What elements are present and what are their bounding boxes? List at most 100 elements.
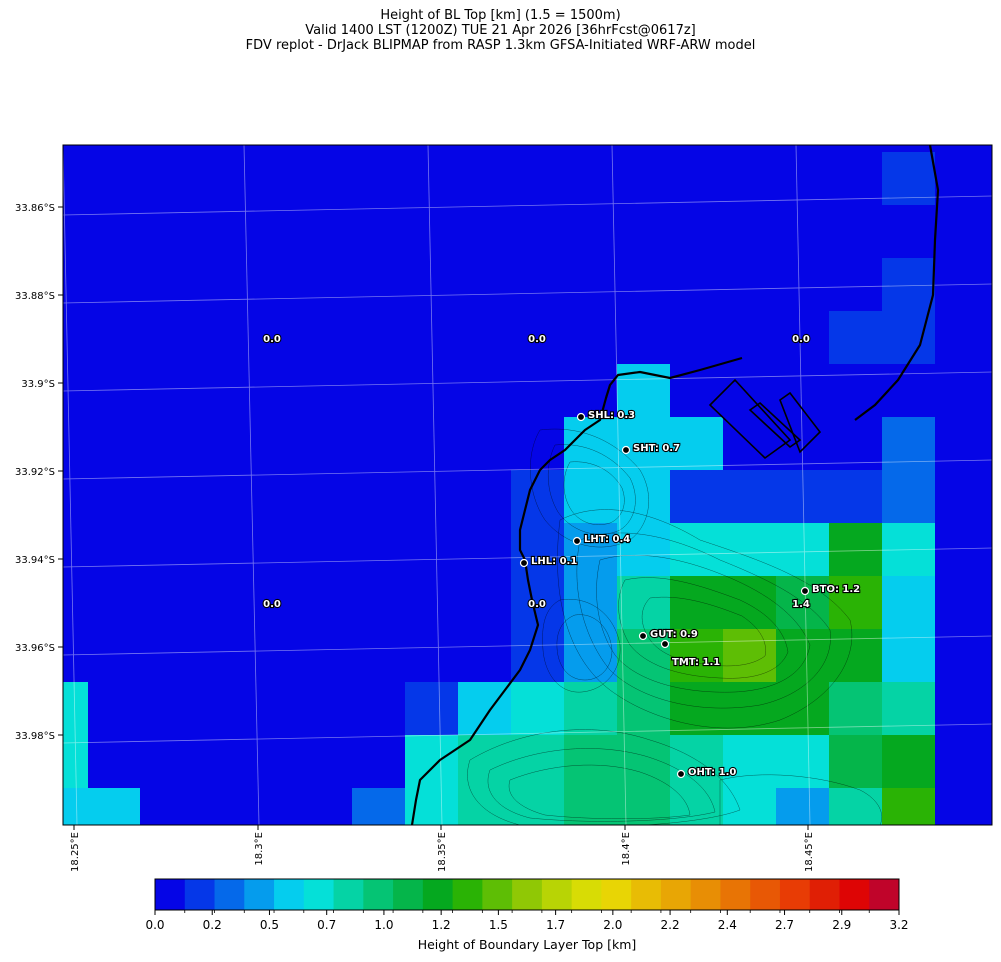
colorbar-swatch [333, 879, 364, 910]
bl-cell [564, 576, 617, 629]
bl-cell [829, 788, 882, 825]
colorbar-swatch [303, 879, 335, 910]
bl-cell [882, 258, 935, 311]
grid-value-label: 0.0 [528, 334, 546, 345]
station-label: GUT: 0.9 [650, 629, 698, 640]
colorbar-tick-label: 2.7 [775, 918, 794, 932]
longitude-gridline [427, 145, 443, 825]
colorbar-swatch [512, 879, 543, 910]
bl-cell [776, 523, 829, 576]
latitude-tick-label: 33.92°S [15, 467, 55, 478]
bl-cell [670, 788, 723, 825]
bl-cell [88, 788, 140, 825]
bl-cell [723, 470, 776, 523]
bl-cell [511, 629, 564, 682]
colorbar-title: Height of Boundary Layer Top [km] [418, 937, 637, 952]
bl-cell [63, 682, 88, 735]
colorbar: 0.0 0.2 0.5 0.7 1.0 1.2 1.5 1.7 2.0 2.2 2.4 2.7 2.9 3… [145, 878, 909, 952]
station-marker [621, 445, 631, 455]
grid-value-label: 0.0 [263, 334, 281, 345]
colorbar-swatch [452, 879, 483, 910]
colorbar-tick-label: 1.5 [489, 918, 508, 932]
bl-cell [511, 470, 564, 523]
longitude-tick-label: 18.25°E [70, 832, 81, 872]
bl-cell [511, 682, 564, 735]
longitude-gridline [63, 145, 78, 825]
bl-cell [882, 152, 935, 205]
bl-cell [829, 576, 882, 629]
map-area: 0.0 0.0 0.0 0.0 0.0 1.4 SHL: 0.3 SHT: 0.7 LHT: … [63, 145, 992, 825]
bl-cell [63, 788, 88, 825]
bl-cell [829, 629, 882, 682]
bl-cell [405, 735, 458, 788]
colorbar-swatch [184, 879, 216, 910]
station-label: BTO: 1.2 [812, 584, 860, 595]
bl-cell [776, 576, 829, 629]
colorbar-tick-label: 0.7 [317, 918, 336, 932]
colorbar-tick-label: 2.4 [718, 918, 737, 932]
bl-cell [670, 576, 723, 629]
longitude-gridline [243, 145, 260, 825]
colorbar-tick-label: 1.2 [432, 918, 451, 932]
colorbar-swatch [155, 879, 186, 910]
station-marker [676, 769, 686, 779]
grid-value-labels: 0.0 0.0 0.0 0.0 0.0 1.4 [262, 333, 811, 611]
latitude-tick-label: 33.88°S [15, 291, 55, 302]
bl-cell [511, 788, 564, 825]
colorbar-swatch [214, 879, 245, 910]
bl-cell [63, 735, 88, 788]
bl-cell [405, 682, 458, 735]
bl-cell [458, 682, 511, 735]
colorbar-tick-label: 0.0 [145, 918, 164, 932]
title-line-3: FDV replot - DrJack BLIPMAP from RASP 1.… [245, 38, 756, 53]
colorbar-swatch [571, 879, 602, 910]
graticule [63, 145, 992, 825]
colorbar-swatch [363, 879, 394, 910]
station-label: OHT: 1.0 [688, 767, 736, 778]
longitude-axis: 18.25°E 18.3°E 18.35°E 18.4°E 18.45°E [70, 825, 815, 872]
bl-cell [776, 788, 829, 825]
bl-cell [723, 523, 776, 576]
bl-cell [723, 735, 776, 788]
latitude-gridline [63, 547, 992, 568]
chart-title-block: Height of BL Top [km] (1.5 = 1500m) Vali… [0, 8, 1001, 53]
bl-cell [617, 576, 670, 629]
colorbar-swatch [244, 879, 275, 910]
colorbar-tick-label: 0.5 [260, 918, 279, 932]
bl-cell [564, 470, 617, 523]
bl-cell [723, 788, 776, 825]
bl-cell [564, 682, 617, 735]
bl-cell [882, 735, 935, 788]
grid-value-label: 0.0 [792, 334, 810, 345]
bl-cell [882, 417, 935, 470]
bl-cell [670, 629, 723, 682]
title-line-2: Valid 1400 LST (1200Z) TUE 21 Apr 2026 [… [305, 23, 696, 38]
latitude-tick-label: 33.86°S [15, 203, 55, 214]
latitude-tick-label: 33.94°S [15, 555, 55, 566]
terrain-contours [467, 428, 883, 825]
bl-cell [829, 682, 882, 735]
station-label: SHL: 0.3 [588, 410, 635, 421]
colorbar-tick-label: 2.0 [603, 918, 622, 932]
bl-cell [776, 735, 829, 788]
colorbar-swatch [720, 879, 751, 910]
colorbar-swatch [631, 879, 662, 910]
colorbar-swatch [422, 879, 454, 910]
longitude-tick-label: 18.4°E [621, 832, 632, 866]
bl-cell [829, 523, 882, 576]
bl-cell [882, 788, 935, 825]
station-marker [576, 412, 586, 422]
colorbar-swatch [482, 879, 513, 910]
station-label: LHL: 0.1 [531, 556, 577, 567]
latitude-gridline [63, 195, 992, 216]
colorbar-swatch [274, 879, 305, 910]
bl-cell [882, 629, 935, 682]
latitude-gridline [63, 371, 992, 392]
colorbar-frame [154, 878, 900, 911]
bl-cell [829, 311, 882, 364]
colorbar-tick-label: 1.0 [374, 918, 393, 932]
latitude-gridline [63, 459, 992, 480]
colorbar-swatch [839, 879, 870, 910]
bl-cell [670, 470, 723, 523]
bl-cell [723, 576, 776, 629]
